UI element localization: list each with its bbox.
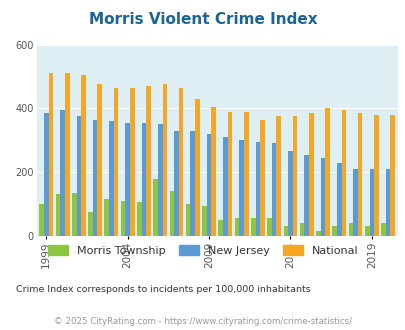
Bar	[276, 116, 280, 236]
Bar	[97, 84, 102, 236]
Bar	[190, 131, 195, 236]
Bar	[195, 99, 199, 236]
Bar	[185, 204, 190, 236]
Bar	[227, 112, 232, 236]
Bar	[162, 84, 167, 236]
Bar	[234, 218, 239, 236]
Bar	[88, 212, 93, 236]
Bar	[292, 116, 296, 236]
Bar	[243, 112, 248, 236]
Bar	[130, 88, 134, 236]
Bar	[357, 113, 362, 236]
Bar	[380, 223, 385, 236]
Bar	[373, 115, 378, 236]
Bar	[120, 201, 125, 236]
Bar	[352, 169, 357, 236]
Bar	[178, 88, 183, 236]
Bar	[104, 199, 109, 236]
Bar	[250, 218, 255, 236]
Bar	[336, 163, 341, 236]
Bar	[304, 154, 308, 236]
Bar	[206, 134, 211, 236]
Bar	[320, 158, 324, 236]
Text: Crime Index corresponds to incidents per 100,000 inhabitants: Crime Index corresponds to incidents per…	[16, 285, 310, 294]
Bar	[341, 110, 345, 236]
Bar	[109, 121, 113, 236]
Text: © 2025 CityRating.com - https://www.cityrating.com/crime-statistics/: © 2025 CityRating.com - https://www.city…	[54, 317, 351, 326]
Bar	[348, 223, 352, 236]
Bar	[390, 115, 394, 236]
Bar	[137, 203, 141, 236]
Bar	[260, 119, 264, 236]
Bar	[113, 88, 118, 236]
Bar	[55, 194, 60, 236]
Bar	[39, 204, 44, 236]
Bar	[266, 218, 271, 236]
Bar	[324, 108, 329, 236]
Bar	[288, 151, 292, 236]
Text: Morris Violent Crime Index: Morris Violent Crime Index	[88, 12, 317, 27]
Bar	[49, 73, 53, 236]
Bar	[44, 113, 49, 236]
Bar	[202, 206, 206, 236]
Bar	[65, 73, 69, 236]
Bar	[283, 226, 288, 236]
Bar	[81, 75, 85, 236]
Bar	[174, 131, 178, 236]
Bar	[146, 86, 151, 236]
Bar	[308, 113, 313, 236]
Legend: Morris Township, New Jersey, National: Morris Township, New Jersey, National	[43, 241, 362, 260]
Bar	[271, 144, 276, 236]
Bar	[211, 107, 215, 236]
Bar	[255, 142, 260, 236]
Bar	[385, 169, 390, 236]
Bar	[239, 140, 243, 236]
Bar	[315, 231, 320, 236]
Bar	[125, 123, 130, 236]
Bar	[369, 169, 373, 236]
Bar	[141, 123, 146, 236]
Bar	[77, 116, 81, 236]
Bar	[299, 223, 304, 236]
Bar	[218, 220, 222, 236]
Bar	[153, 179, 158, 236]
Bar	[93, 119, 97, 236]
Bar	[60, 110, 65, 236]
Bar	[222, 137, 227, 236]
Bar	[364, 226, 369, 236]
Bar	[169, 191, 174, 236]
Bar	[72, 193, 77, 236]
Bar	[158, 124, 162, 236]
Bar	[332, 226, 336, 236]
